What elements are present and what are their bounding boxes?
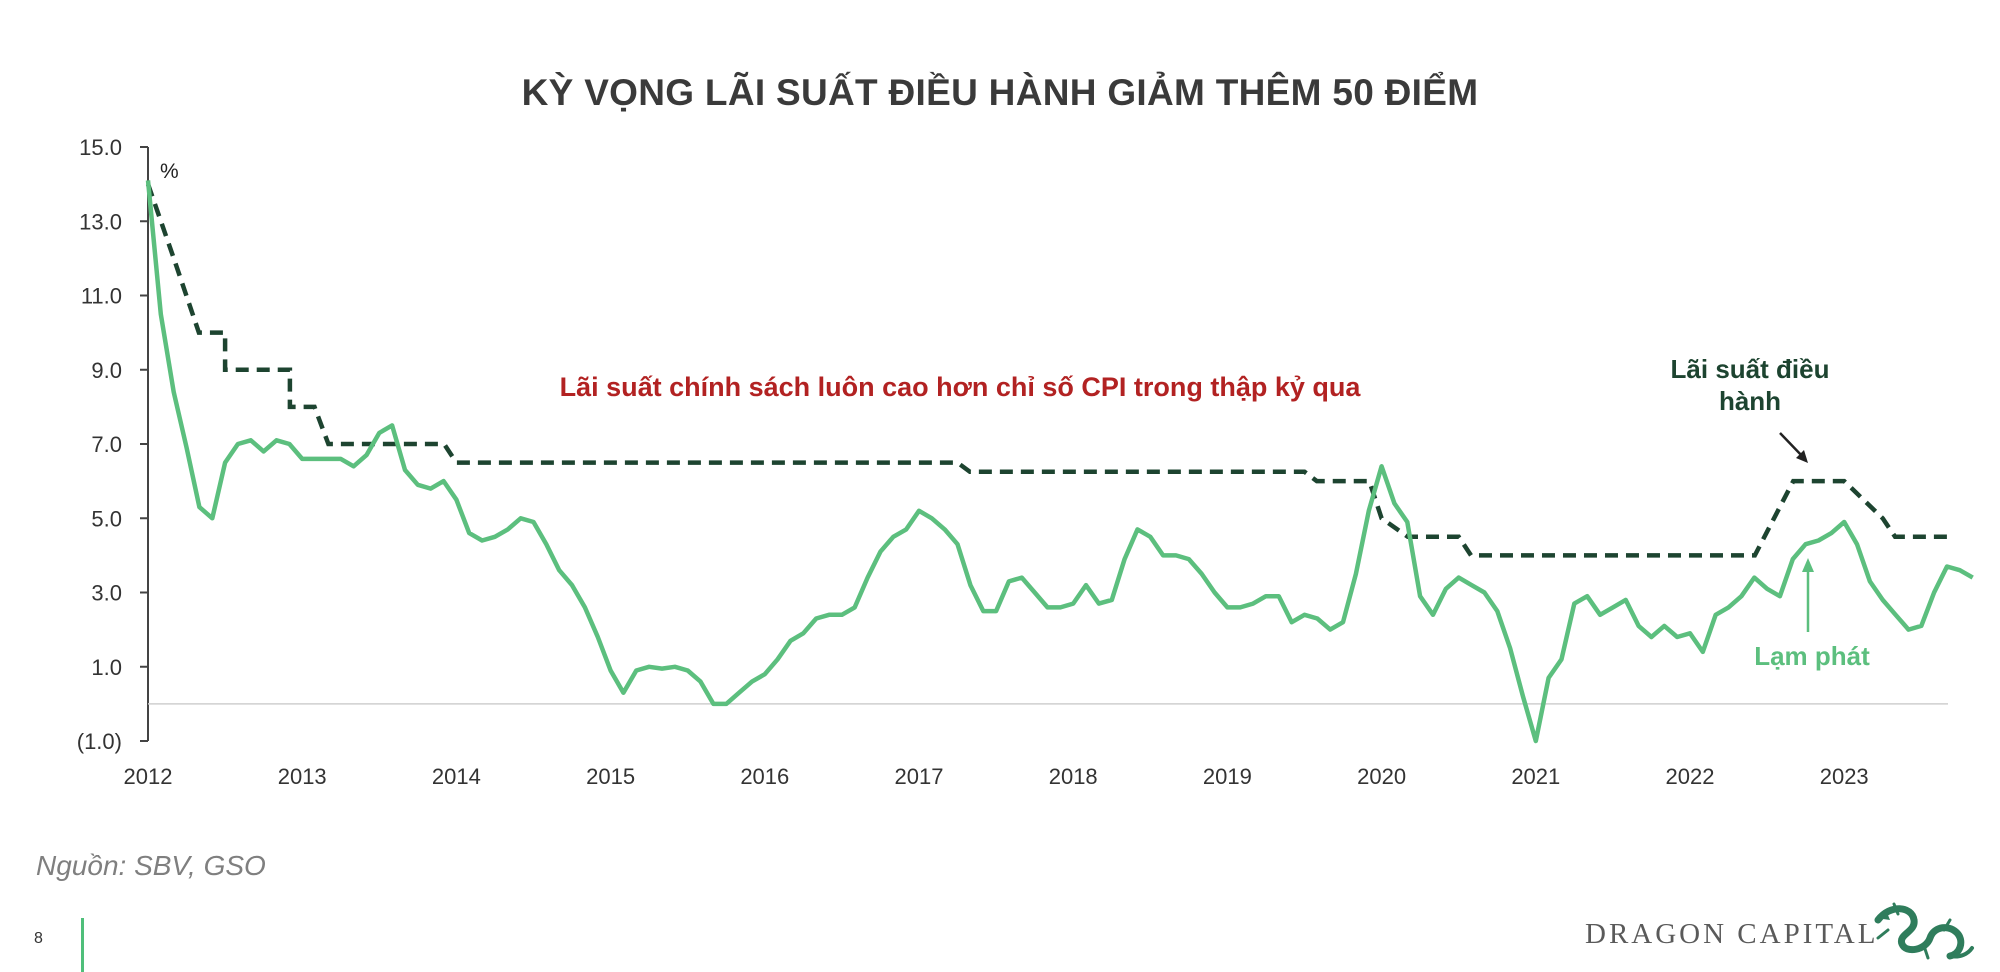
dragon-logo-icon — [1874, 902, 1974, 960]
y-tick-label: 11.0 — [81, 284, 122, 309]
page-number: 8 — [34, 930, 43, 947]
x-tick-label: 2015 — [586, 764, 635, 789]
x-tick-label: 2020 — [1357, 764, 1406, 789]
source-note: Nguồn: SBV, GSO — [36, 850, 266, 881]
chart-title: KỲ VỌNG LÃI SUẤT ĐIỀU HÀNH GIẢM THÊM 50 … — [521, 72, 1479, 113]
y-unit-label: % — [160, 160, 179, 183]
arrow-policy-rate — [1779, 432, 1805, 459]
x-tick-label: 2016 — [740, 764, 789, 789]
label-policy-rate: Lãi suất điều hành — [1671, 354, 1830, 463]
label-policy-rate-text: Lãi suất điều hành — [1671, 354, 1830, 416]
x-tick-label: 2019 — [1203, 764, 1252, 789]
label-inflation-text: Lạm phát — [1754, 641, 1870, 671]
x-tick-label: 2021 — [1511, 764, 1560, 789]
series-line-policy-rate — [145, 183, 1948, 558]
arrowhead-inflation — [1802, 558, 1814, 572]
x-tick-label: 2012 — [124, 764, 173, 789]
x-tick-label: 2022 — [1666, 764, 1715, 789]
x-tick-label: 2018 — [1049, 764, 1098, 789]
y-tick-label: 5.0 — [91, 506, 122, 531]
x-tick-label: 2013 — [278, 764, 327, 789]
x-tick-labels: 2012 2013 2014 2015 2016 2017 2018 2019 2020 2021… — [124, 764, 1869, 789]
y-tick-label: 9.0 — [91, 358, 122, 383]
x-tick-label: 2014 — [432, 764, 481, 789]
axes — [140, 146, 1948, 742]
y-tick-label: 13.0 — [79, 209, 122, 234]
label-inflation: Lạm phát — [1754, 558, 1870, 671]
arrowhead-policy-rate — [1796, 450, 1808, 463]
y-tick-label: 7.0 — [91, 432, 122, 457]
y-tick-label: (1.0) — [77, 729, 122, 754]
x-tick-label: 2023 — [1820, 764, 1869, 789]
page-divider — [81, 918, 84, 972]
annotation-policy-vs-cpi: Lãi suất chính sách luôn cao hơn chỉ số … — [560, 372, 1362, 402]
series-line-inflation — [145, 180, 1974, 744]
series-lines — [145, 180, 1974, 744]
y-tick-labels: 15.0 13.0 11.0 9.0 7.0 5.0 3.0 1.0 (1.0) — [77, 135, 122, 754]
y-tick-label: 15.0 — [79, 135, 122, 160]
brand-name: DRAGON CAPITAL — [1585, 918, 1879, 950]
y-tick-label: 3.0 — [91, 581, 122, 606]
x-tick-label: 2017 — [895, 764, 944, 789]
y-tick-label: 1.0 — [91, 655, 122, 680]
